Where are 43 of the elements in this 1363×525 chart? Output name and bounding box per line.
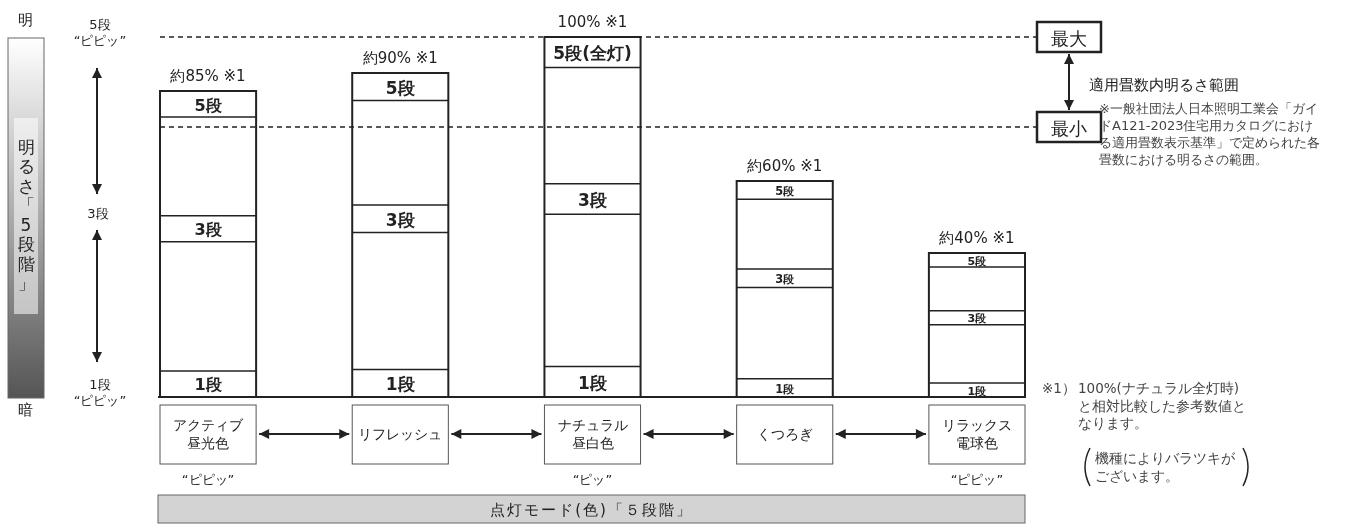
annotation: 3段 [194,220,223,240]
x-tick-label: ナチュラル昼白色 [557,416,628,452]
ref-line-label: 最大 [1051,27,1087,49]
x-tick-label: くつろぎ [756,426,813,442]
annotation: 1段 [578,372,608,393]
text: 明 [17,11,33,29]
text: 100%(ナチュラル全灯時)と相対比較した参考数値となります。 [1078,380,1246,432]
annotation: 3段 [385,209,416,230]
annotation: 3段 [775,272,796,287]
text: 明 [17,136,35,157]
annotation: 1段 [775,381,796,396]
annotation: 5段(全灯) [553,43,632,64]
text: 1段 “ピピッ” [73,376,127,408]
data-label: 100% ※1 [557,13,628,31]
annotation: 3段 [578,190,608,210]
text: “ピピッ” [950,471,1004,487]
text: 機種によりバラツキがございます。 [1095,450,1236,484]
annotation: 5段 [385,77,416,98]
x-axis-title: 点灯モード(色)「５段階」 [490,501,693,519]
text: ※1） [1042,380,1076,396]
annotation: 5段 [775,184,796,199]
annotation: 5段 [194,95,223,115]
text: “ピピッ” [181,471,235,487]
data-label: 約60% ※1 [747,157,823,175]
text: “ピッ” [572,471,613,487]
text: ※一般社団法人日本照明工業会「ガイドA121-2023住宅用カタログにおける適用畳数表示基準」で定められた各畳数における明るさの範囲。 [1099,100,1320,167]
x-tick-label: アクティブ昼光色 [173,416,245,452]
annotation: 5段 [967,254,988,268]
annotation: 1段 [385,374,416,395]
text: 3段 [87,205,109,221]
data-label: 約40% ※1 [939,229,1015,247]
text: 5段 “ピピッ” [73,16,127,48]
annotation: 1段 [967,384,988,398]
text: 適用畳数内明るさ範囲 [1089,76,1239,94]
text: るさ「5段階」 [17,156,35,294]
x-tick-label: リフレッシュ [358,426,443,442]
data-label: 約90% ※1 [362,49,438,67]
text: 暗 [17,401,33,419]
x-tick-label: リラックス電球色 [941,416,1012,452]
annotation: 1段 [194,375,223,395]
ref-line-label: 最小 [1051,117,1087,139]
annotation: 3段 [967,312,988,326]
data-label: 約85% ※1 [170,67,246,85]
